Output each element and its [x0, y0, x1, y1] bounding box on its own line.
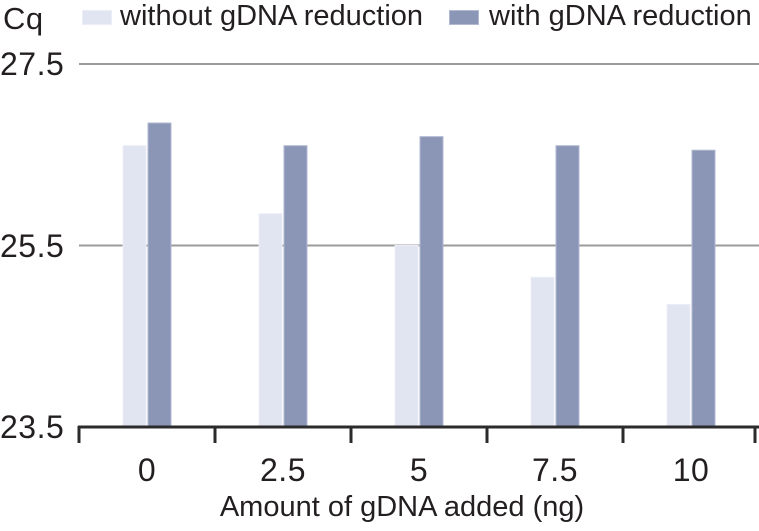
y-tick-label: 25.5 [0, 228, 65, 264]
bar-without-0 [122, 145, 147, 428]
legend-label-without: without gDNA reduction [120, 0, 424, 32]
y-tick-label: 27.5 [0, 46, 65, 82]
bar-without-2.5 [258, 213, 283, 428]
x-tick-label: 5 [409, 452, 429, 488]
bar-with-5 [419, 136, 444, 428]
y-tick-label: 23.5 [0, 409, 65, 445]
bar-with-0 [147, 122, 172, 428]
y-axis-title: Cq [3, 1, 44, 36]
bar-without-10 [666, 303, 691, 428]
bar-without-7.5 [530, 276, 555, 428]
bar-with-7.5 [555, 145, 580, 428]
legend-swatch-with [449, 10, 479, 25]
bar-without-5 [394, 245, 419, 428]
x-tick-label: 10 [672, 452, 710, 488]
x-tick-label: 0 [137, 452, 157, 488]
x-axis-title: Amount of gDNA added (ng) [219, 491, 585, 523]
legend-label-with: with gDNA reduction [489, 0, 752, 32]
legend-swatch-without [82, 10, 112, 25]
x-tick-label: 2.5 [260, 452, 306, 488]
bar-with-10 [691, 149, 716, 428]
bar-with-2.5 [283, 145, 308, 428]
x-tick-label: 7.5 [532, 452, 578, 488]
